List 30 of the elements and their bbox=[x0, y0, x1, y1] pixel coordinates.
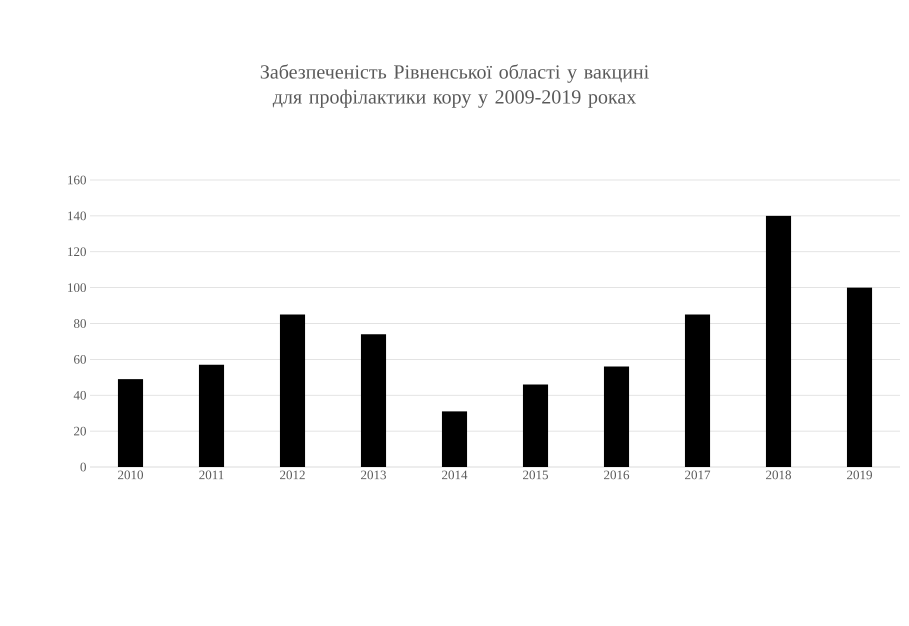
bar bbox=[198, 364, 224, 467]
x-tick-label: 2013 bbox=[361, 470, 386, 480]
y-tick-label: 140 bbox=[68, 211, 86, 220]
y-tick-label: 0 bbox=[80, 462, 86, 472]
y-tick-label: 160 bbox=[68, 176, 86, 184]
x-tick-label: 2017 bbox=[685, 470, 710, 480]
bar bbox=[846, 288, 872, 467]
bar bbox=[522, 384, 548, 467]
bar bbox=[118, 379, 144, 467]
bar bbox=[684, 314, 710, 467]
bar bbox=[442, 411, 468, 467]
y-tick-label: 20 bbox=[74, 426, 86, 436]
x-tick-label: 2015 bbox=[523, 470, 548, 480]
y-tick-label: 120 bbox=[68, 247, 86, 256]
y-tick-label: 40 bbox=[74, 390, 86, 400]
x-tick-label: 2016 bbox=[604, 470, 630, 480]
bar bbox=[360, 334, 386, 467]
x-tick-label: 2012 bbox=[280, 470, 305, 480]
y-tick-label: 60 bbox=[74, 354, 86, 364]
bar bbox=[604, 366, 630, 467]
x-tick-label: 2019 bbox=[847, 470, 872, 480]
bar bbox=[766, 216, 792, 467]
x-tick-label: 2018 bbox=[766, 470, 792, 480]
chart-title: Забезпеченість Рівненської області у вакцині для профілактики кору у 2009-2019 роках bbox=[260, 64, 649, 108]
bar bbox=[280, 314, 306, 467]
y-tick-label: 80 bbox=[74, 319, 86, 328]
x-tick-label: 2010 bbox=[118, 470, 144, 480]
y-tick-label: 100 bbox=[68, 283, 86, 292]
x-tick-label: 2011 bbox=[199, 470, 224, 480]
x-tick-label: 2014 bbox=[442, 470, 468, 480]
